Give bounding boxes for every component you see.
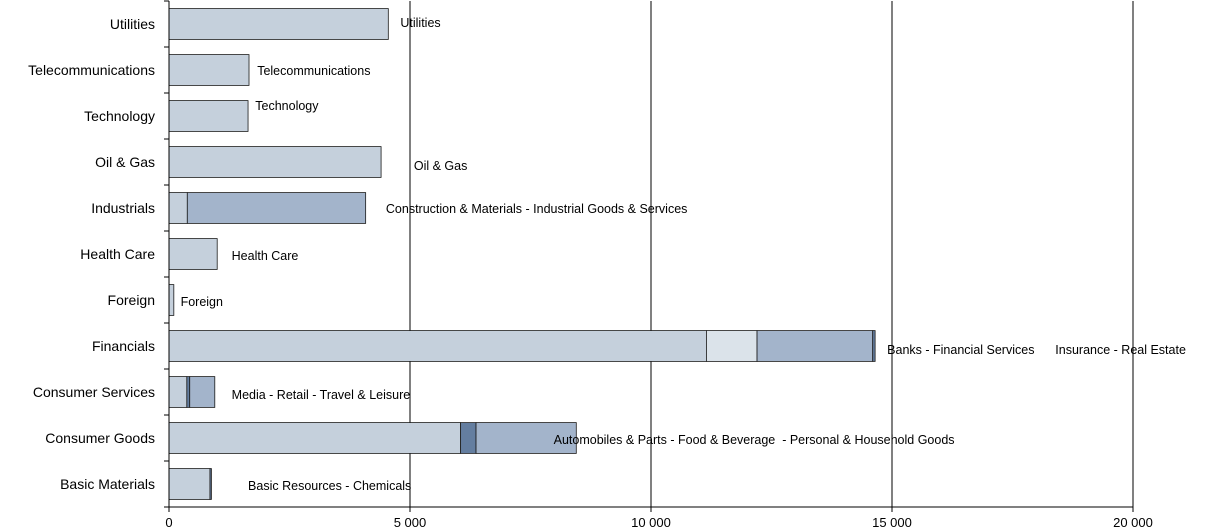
- annotation-consumer-services: Media - Retail - Travel & Leisure: [232, 388, 411, 402]
- category-label-oil-and-gas: Oil & Gas: [95, 154, 155, 170]
- x-tick-label-10000: 10 000: [631, 515, 671, 530]
- bar-technology-segment-1: [168, 100, 249, 132]
- bar-consumer-goods-segment-3: [475, 422, 577, 454]
- x-tick-label-20000: 20 000: [1113, 515, 1153, 530]
- x-axis: 0 5 000 10 000 15 000 20 000: [164, 0, 1153, 530]
- category-labels: Utilities Telecommunications Technology Oil…: [28, 16, 155, 492]
- category-label-health-care: Health Care: [80, 246, 155, 262]
- bar-foreign-segment-1: [168, 284, 175, 316]
- bar-consumer-goods-segment-1: [168, 422, 462, 454]
- bar-consumer-services-segment-1: [168, 376, 188, 408]
- bar-financials-segment-4: [872, 330, 876, 362]
- category-label-consumer-services: Consumer Services: [33, 384, 155, 400]
- annotation-utilities: Utilities: [400, 16, 440, 30]
- category-label-industrials: Industrials: [91, 200, 155, 216]
- annotation-foreign: Foreign: [181, 295, 223, 309]
- x-tick-label-0: 0: [165, 515, 172, 530]
- annotation-basic-materials: Basic Resources - Chemicals: [248, 479, 411, 493]
- annotation-technology: Technology: [255, 99, 319, 113]
- bar-utilities-segment-1: [168, 8, 389, 40]
- x-tick-label-15000: 15 000: [872, 515, 912, 530]
- bars: [168, 8, 876, 500]
- annotation-health-care: Health Care: [232, 249, 299, 263]
- bar-industrials-segment-2: [186, 192, 367, 224]
- bar-health-care-segment-1: [168, 238, 218, 270]
- annotation-financials: Banks - Financial Services Insurance - R…: [887, 343, 1186, 357]
- bar-consumer-goods-segment-2: [460, 422, 477, 454]
- bar-financials-segment-2: [706, 330, 758, 362]
- annotation-consumer-goods: Automobiles & Parts - Food & Beverage - …: [554, 433, 955, 447]
- bar-consumer-services-segment-3: [189, 376, 216, 408]
- bar-financials-segment-1: [168, 330, 707, 362]
- category-label-basic-materials: Basic Materials: [60, 476, 155, 492]
- category-label-technology: Technology: [84, 108, 155, 124]
- category-label-utilities: Utilities: [110, 16, 155, 32]
- category-label-telecommunications: Telecommunications: [28, 62, 155, 78]
- annotation-industrials: Construction & Materials - Industrial Go…: [386, 202, 688, 216]
- bar-financials-segment-3: [756, 330, 874, 362]
- category-label-foreign: Foreign: [108, 292, 155, 308]
- bar-oil-and-gas-segment-1: [168, 146, 382, 178]
- x-tick-label-5000: 5 000: [394, 515, 427, 530]
- bar-basic-materials-segment-2: [209, 468, 212, 500]
- annotation-oil-and-gas: Oil & Gas: [414, 159, 468, 173]
- bar-industrials-segment-1: [168, 192, 188, 224]
- annotation-telecommunications: Telecommunications: [257, 64, 370, 78]
- category-label-financials: Financials: [92, 338, 155, 354]
- bar-basic-materials-segment-1: [168, 468, 211, 500]
- bar-telecommunications-segment-1: [168, 54, 250, 86]
- bar-consumer-services-segment-2: [186, 376, 191, 408]
- bar-annotations: Utilities Telecommunications Technology Oil…: [181, 16, 1186, 493]
- category-label-consumer-goods: Consumer Goods: [45, 430, 155, 446]
